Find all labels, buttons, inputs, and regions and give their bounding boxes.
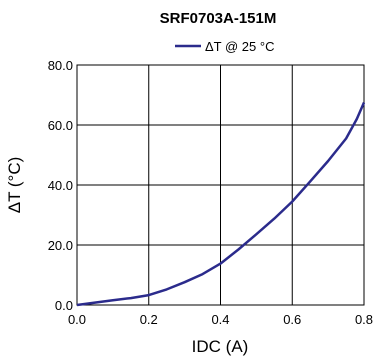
x-tick-label: 0.8 [355,312,373,327]
x-ticks: 0.0 0.2 0.4 0.6 0.8 [68,312,373,327]
y-ticks: 0.0 20.0 40.0 60.0 80.0 [48,58,73,313]
grid [76,64,365,306]
series-line [76,102,366,307]
y-tick-label: 80.0 [48,58,73,73]
plot-frame [76,64,365,306]
y-tick-label: 40.0 [48,178,73,193]
x-tick-label: 0.0 [68,312,86,327]
y-tick-label: 60.0 [48,118,73,133]
series-layer [76,102,366,307]
x-axis-label: IDC (A) [192,337,249,356]
x-tick-label: 0.2 [140,312,158,327]
legend: ΔT @ 25 °C [175,39,274,54]
chart-title: SRF0703A-151M [160,10,277,27]
y-axis-label: ΔT (°C) [5,157,24,214]
x-tick-label: 0.4 [211,312,229,327]
legend-label: ΔT @ 25 °C [205,39,274,54]
y-tick-label: 0.0 [55,298,73,313]
y-tick-label: 20.0 [48,238,73,253]
x-tick-label: 0.6 [283,312,301,327]
